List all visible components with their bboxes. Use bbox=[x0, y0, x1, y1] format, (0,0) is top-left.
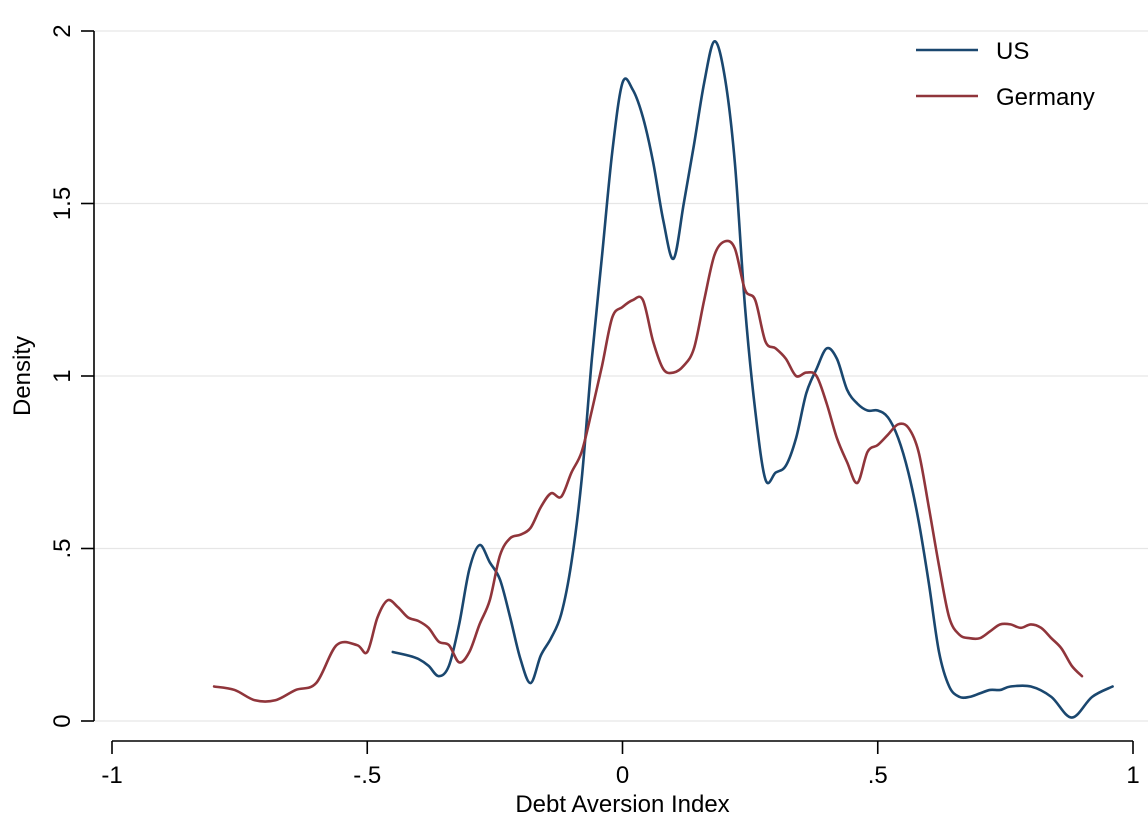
x-tick-label: .5 bbox=[868, 762, 888, 789]
y-tick-label: 0 bbox=[49, 714, 76, 727]
x-tick-label: 1 bbox=[1126, 762, 1139, 789]
plot-series bbox=[212, 40, 1114, 719]
y-tick-label: .5 bbox=[49, 538, 76, 558]
x-tick-label: -1 bbox=[101, 762, 122, 789]
legend-label-us: US bbox=[996, 38, 1029, 65]
legend: US Germany bbox=[916, 38, 1095, 111]
y-tick-label: 1.5 bbox=[49, 187, 76, 220]
series-line-us bbox=[391, 40, 1114, 719]
legend-label-germany: Germany bbox=[996, 84, 1095, 111]
x-tick-label: -.5 bbox=[353, 762, 381, 789]
x-axis-title: Debt Aversion Index bbox=[515, 791, 729, 818]
y-axis-title: Density bbox=[9, 336, 36, 416]
x-tick-label: 0 bbox=[616, 762, 629, 789]
x-ticks: -1 -.5 0 .5 1 bbox=[101, 741, 1140, 789]
gridlines bbox=[94, 30, 1148, 722]
y-tick-label: 1 bbox=[49, 369, 76, 382]
y-ticks: 0 .5 1 1.5 2 bbox=[49, 24, 94, 728]
series-line-germany bbox=[212, 239, 1084, 703]
y-tick-label: 2 bbox=[49, 24, 76, 37]
